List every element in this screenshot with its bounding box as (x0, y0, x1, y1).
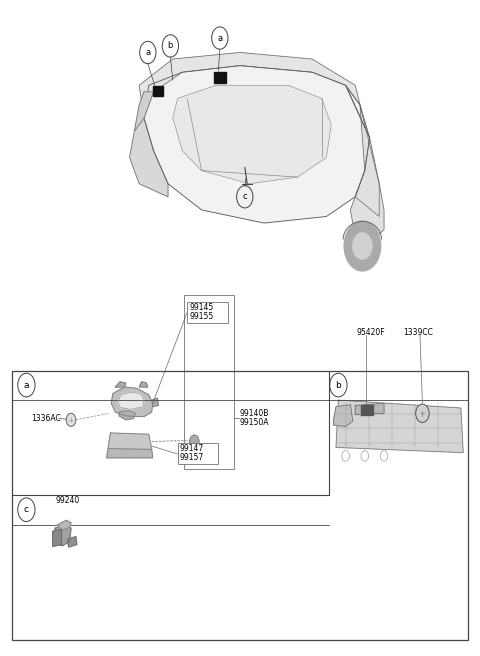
Text: 99155: 99155 (190, 312, 214, 321)
Text: c: c (24, 505, 29, 514)
Circle shape (190, 435, 199, 448)
Polygon shape (119, 411, 135, 420)
Polygon shape (144, 66, 370, 223)
Polygon shape (107, 449, 153, 458)
Polygon shape (58, 520, 71, 530)
Polygon shape (108, 433, 152, 449)
Text: 99240: 99240 (55, 496, 80, 505)
Polygon shape (336, 400, 463, 453)
Polygon shape (53, 529, 61, 546)
Text: 99145: 99145 (190, 302, 214, 312)
Text: 1336AC: 1336AC (31, 414, 61, 423)
Polygon shape (355, 403, 384, 415)
FancyBboxPatch shape (187, 302, 228, 323)
Text: a: a (145, 48, 150, 57)
Circle shape (353, 233, 372, 259)
Polygon shape (130, 118, 168, 197)
Text: 1339CC: 1339CC (403, 328, 433, 337)
Bar (214, 72, 226, 83)
FancyBboxPatch shape (12, 371, 468, 640)
Bar (361, 405, 373, 415)
Text: 99147: 99147 (180, 444, 204, 453)
Circle shape (344, 221, 381, 271)
Text: b: b (168, 41, 173, 51)
Polygon shape (67, 537, 77, 547)
Polygon shape (115, 382, 126, 387)
Polygon shape (111, 387, 153, 417)
Polygon shape (139, 52, 360, 118)
Polygon shape (346, 85, 379, 216)
Text: b: b (336, 380, 341, 390)
Text: a: a (24, 380, 29, 390)
Bar (153, 86, 163, 96)
Polygon shape (334, 405, 353, 426)
Polygon shape (134, 92, 154, 131)
Polygon shape (118, 392, 144, 409)
Text: 95420F: 95420F (356, 328, 385, 337)
Polygon shape (152, 398, 158, 407)
Text: a: a (217, 33, 222, 43)
FancyBboxPatch shape (178, 443, 218, 464)
Polygon shape (54, 525, 71, 546)
Text: 99150A: 99150A (239, 418, 268, 427)
Polygon shape (139, 382, 148, 387)
Polygon shape (350, 105, 384, 243)
Circle shape (416, 404, 429, 422)
Polygon shape (173, 85, 331, 184)
Text: 99157: 99157 (180, 453, 204, 462)
Text: c: c (242, 192, 247, 201)
Text: 99140B: 99140B (239, 409, 268, 418)
Circle shape (66, 413, 76, 426)
